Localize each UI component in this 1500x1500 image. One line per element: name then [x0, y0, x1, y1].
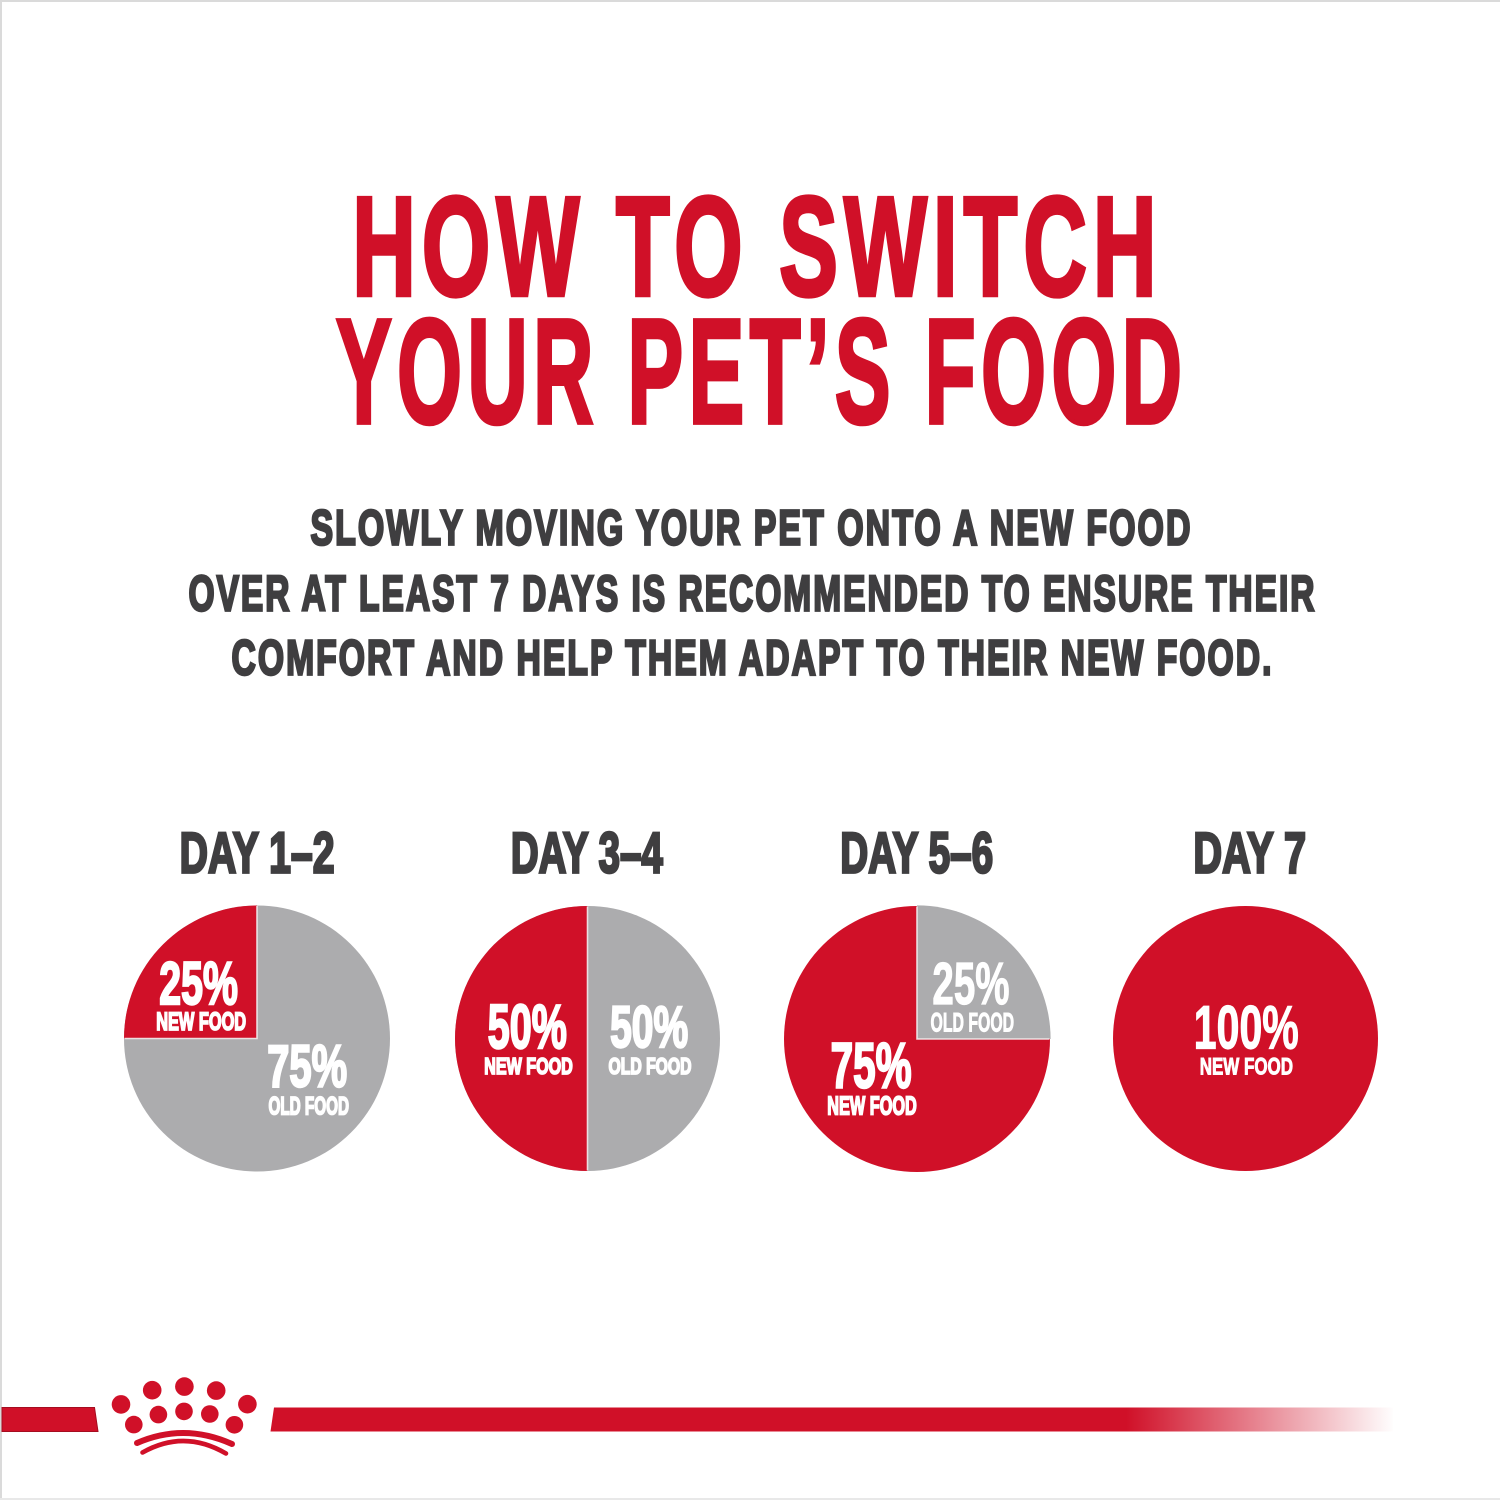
- svg-text:OVER AT LEAST 7 DAYS IS RECOMM: OVER AT LEAST 7 DAYS IS RECOMMENDED TO E…: [189, 566, 1317, 622]
- svg-text:DAY 7: DAY 7: [1193, 822, 1306, 886]
- svg-text:75%: 75%: [267, 1033, 347, 1100]
- svg-text:75%: 75%: [831, 1030, 912, 1102]
- svg-text:25%: 25%: [932, 950, 1009, 1017]
- svg-text:NEW FOOD: NEW FOOD: [484, 1053, 572, 1079]
- svg-text:DAY 3–4: DAY 3–4: [511, 822, 663, 886]
- svg-text:COMFORT AND HELP THEM ADAPT TO: COMFORT AND HELP THEM ADAPT TO THEIR NEW…: [232, 630, 1274, 686]
- svg-text:50%: 50%: [610, 995, 688, 1060]
- svg-text:HOW TO SWITCH: HOW TO SWITCH: [352, 167, 1162, 325]
- svg-text:OLD FOOD: OLD FOOD: [931, 1007, 1015, 1037]
- svg-text:OLD FOOD: OLD FOOD: [609, 1053, 692, 1079]
- svg-text:100%: 100%: [1194, 993, 1299, 1061]
- svg-text:NEW FOOD: NEW FOOD: [1200, 1054, 1293, 1081]
- svg-text:NEW FOOD: NEW FOOD: [827, 1092, 917, 1120]
- svg-text:DAY 5–6: DAY 5–6: [840, 822, 993, 886]
- svg-text:25%: 25%: [159, 949, 238, 1017]
- svg-text:NEW FOOD: NEW FOOD: [156, 1008, 246, 1036]
- svg-text:DAY 1–2: DAY 1–2: [180, 822, 335, 886]
- svg-text:YOUR PET’S FOOD: YOUR PET’S FOOD: [336, 290, 1187, 455]
- svg-text:SLOWLY MOVING YOUR PET ONTO A: SLOWLY MOVING YOUR PET ONTO A NEW FOOD: [311, 500, 1193, 556]
- svg-text:OLD FOOD: OLD FOOD: [269, 1094, 350, 1121]
- svg-text:50%: 50%: [488, 993, 567, 1062]
